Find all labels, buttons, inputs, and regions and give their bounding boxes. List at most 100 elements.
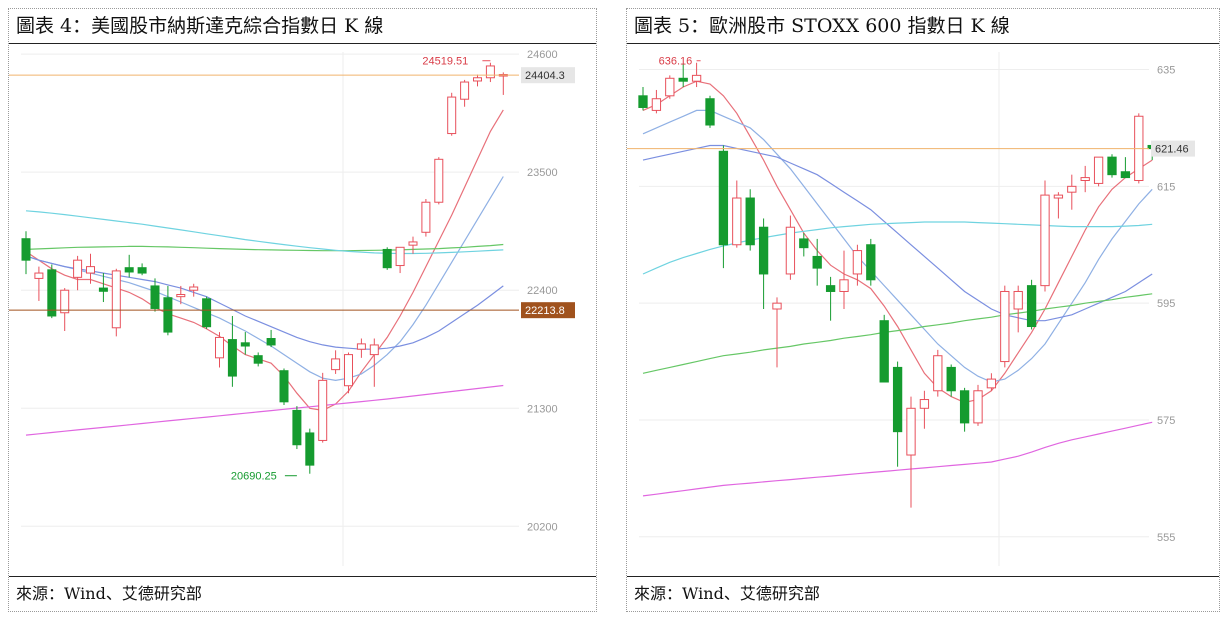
moving-average-line bbox=[642, 144, 1153, 322]
candle-body bbox=[421, 201, 431, 233]
moving-average-line bbox=[25, 176, 504, 382]
candle-body bbox=[21, 238, 31, 261]
candle-body bbox=[879, 320, 889, 383]
candle-body bbox=[1067, 185, 1077, 193]
moving-average-line bbox=[642, 80, 1153, 404]
y-tick-label: 20200 bbox=[527, 521, 558, 533]
candle-body bbox=[651, 98, 662, 111]
candle-body bbox=[785, 226, 796, 275]
candle-body bbox=[137, 267, 147, 274]
candle-body bbox=[460, 81, 470, 100]
candle-body bbox=[34, 272, 44, 279]
candle-body bbox=[866, 244, 876, 281]
candle-body bbox=[215, 336, 224, 359]
candle-body bbox=[473, 77, 482, 82]
candle-body bbox=[732, 197, 742, 246]
candle-body bbox=[946, 366, 956, 392]
candle-body bbox=[60, 289, 70, 314]
reference-price-box bbox=[521, 302, 575, 319]
candle-body bbox=[86, 266, 95, 274]
candle-body bbox=[344, 354, 353, 387]
candle-body bbox=[434, 158, 444, 203]
candle-body bbox=[1080, 177, 1090, 181]
y-tick-label: 22400 bbox=[527, 285, 558, 297]
candle-body bbox=[906, 407, 916, 456]
candle-body bbox=[47, 269, 57, 317]
candle-body bbox=[1013, 290, 1023, 310]
moving-average-line bbox=[25, 384, 504, 436]
moving-average-line bbox=[642, 421, 1153, 497]
candle-body bbox=[745, 197, 755, 246]
candle-body bbox=[986, 378, 997, 389]
candle-body bbox=[163, 297, 173, 333]
y-tick-label: 23500 bbox=[527, 167, 558, 179]
source-note: 來源：Wind、艾德研究部 bbox=[9, 576, 596, 611]
nasdaq-panel: 圖表 4：美國股市納斯達克綜合指數日 K 線 20200 21300 22400 23… bbox=[8, 8, 597, 612]
candle-body bbox=[705, 98, 715, 126]
high-annotation-label: 636.16 bbox=[659, 56, 693, 68]
candle-body bbox=[73, 259, 83, 278]
moving-average-line bbox=[25, 109, 504, 412]
candle-body bbox=[1040, 194, 1050, 287]
candle-body bbox=[189, 286, 199, 291]
candle-body bbox=[933, 355, 943, 392]
y-tick-label: 595 bbox=[1157, 298, 1175, 310]
reference-price-label: 22213.8 bbox=[525, 305, 565, 317]
candle-body bbox=[305, 432, 315, 466]
candle-body bbox=[98, 287, 108, 292]
candle-body bbox=[1026, 285, 1037, 328]
last-price-box bbox=[1151, 140, 1195, 157]
source-note: 來源：Wind、艾德研究部 bbox=[627, 576, 1219, 611]
candle-body bbox=[758, 226, 769, 275]
candle-body bbox=[279, 370, 289, 403]
candle-body bbox=[973, 390, 983, 424]
candle-body bbox=[485, 65, 495, 79]
candle-body bbox=[124, 267, 134, 273]
y-tick-label: 24600 bbox=[527, 49, 558, 61]
low-annotation-label: 20690.25 bbox=[231, 471, 277, 483]
candle-body bbox=[176, 294, 186, 298]
candle-body bbox=[852, 250, 863, 275]
candle-body bbox=[382, 248, 392, 269]
candle-body bbox=[1000, 290, 1010, 363]
candle-body bbox=[1053, 194, 1064, 199]
candle-body bbox=[395, 246, 405, 267]
candle-body bbox=[772, 302, 782, 310]
candle-body bbox=[408, 241, 418, 246]
candle-body bbox=[1120, 171, 1131, 179]
candle-body bbox=[253, 355, 263, 364]
stoxx-candlestick-chart: 555 575 595 615 635 621.46 636.16 bbox=[627, 52, 1195, 566]
candle-body bbox=[369, 344, 379, 356]
candle-body bbox=[812, 255, 822, 269]
candle-body bbox=[111, 270, 121, 329]
candle-body bbox=[892, 366, 903, 433]
last-price-label: 24404.3 bbox=[525, 70, 565, 82]
moving-average-line bbox=[25, 243, 504, 252]
candle-body bbox=[959, 390, 970, 424]
y-tick-label: 615 bbox=[1157, 181, 1175, 193]
moving-average-line bbox=[25, 210, 504, 255]
stoxx-panel: 圖表 5：歐洲股市 STOXX 600 指數日 K 線 555 575 595 615… bbox=[626, 8, 1220, 612]
candle-body bbox=[447, 96, 457, 135]
candle-body bbox=[266, 338, 276, 346]
candle-body bbox=[665, 77, 675, 97]
candle-body bbox=[318, 379, 328, 441]
y-tick-label: 21300 bbox=[527, 403, 558, 415]
nasdaq-candlestick-chart: 20200 21300 22400 23500 24600 24404.3 22213.8 2… bbox=[9, 49, 575, 566]
candle-body bbox=[356, 343, 366, 350]
y-tick-label: 555 bbox=[1157, 532, 1175, 544]
candle-body bbox=[718, 150, 729, 246]
candle-body bbox=[202, 298, 212, 328]
panel-title: 圖表 5：歐洲股市 STOXX 600 指數日 K 線 bbox=[627, 9, 1219, 44]
high-annotation-label: 24519.51 bbox=[422, 56, 468, 68]
candle-body bbox=[292, 409, 302, 446]
candle-body bbox=[678, 77, 688, 82]
moving-average-line bbox=[642, 109, 1153, 383]
panel-title: 圖表 4：美國股市納斯達克綜合指數日 K 線 bbox=[9, 9, 596, 44]
candle-body bbox=[240, 342, 250, 347]
candle-body bbox=[839, 279, 849, 292]
candle-body bbox=[638, 95, 648, 108]
candle-body bbox=[1107, 156, 1117, 176]
last-price-label: 621.46 bbox=[1155, 144, 1189, 156]
candle-body bbox=[331, 358, 341, 371]
